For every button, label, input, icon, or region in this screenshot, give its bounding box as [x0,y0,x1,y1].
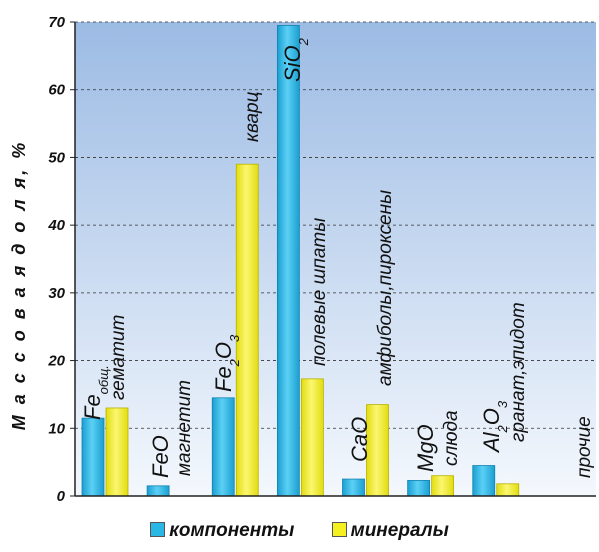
label-feldspar: полевые шпаты [309,218,330,366]
label-cao: CaO [347,417,372,462]
label-fe-total: Feобщ. [80,365,111,420]
label-mgo: MgO [413,424,438,472]
y-tick-label: 20 [47,353,65,370]
plot-area [75,22,596,496]
label-hematite: гематит [108,315,129,400]
y-axis-label: М а с с о в а я д о л я, % [9,140,29,430]
legend-item-components: компоненты [150,520,294,542]
bar-components-4 [342,478,365,497]
y-tick-label: 0 [57,488,66,505]
y-tick-label: 40 [47,217,65,234]
bar-components-0 [81,417,105,497]
legend-label-components: компоненты [169,520,295,541]
bar-components-5 [407,480,431,497]
label-feo: FeO [148,435,173,478]
legend-label-minerals: минералы [350,520,449,541]
legend-item-minerals: минералы [331,520,449,542]
label-other: прочие [574,416,595,478]
label-mica: слюда [441,410,462,466]
y-tick-label: 50 [48,149,65,166]
legend-swatch-blue [150,522,166,537]
y-tick-label: 60 [48,82,65,99]
label-al2o3: Al2O3 [479,400,510,454]
y-tick-label: 10 [48,420,65,437]
label-quartz: кварц [242,91,263,142]
bar-components-3 [276,24,300,497]
legend-swatch-yellow [331,522,347,537]
bar-minerals-6 [496,483,520,497]
bar-minerals-3 [300,378,324,497]
label-magnetite: магнетит [174,380,195,476]
label-fe2o3: Fe2O3 [211,334,242,392]
label-amphibole: амфиболы,пироксены [375,190,396,386]
bar-chart: 0 10 20 30 40 50 60 70 М а с с о в а я д о л я,… [9,14,596,505]
bar-components-6 [472,465,496,497]
bar-components-1 [146,485,170,497]
bar-minerals-5 [431,475,455,497]
label-sio2: SiO2 [280,37,311,82]
bar-minerals-0 [105,407,129,497]
legend: компоненты минералы [0,520,599,542]
label-garnet: гранат,эпидот [508,302,529,442]
y-tick-label: 30 [48,285,65,302]
y-tick-label: 70 [48,14,65,31]
bar-components-2 [211,397,235,497]
bar-minerals-2 [235,163,259,497]
